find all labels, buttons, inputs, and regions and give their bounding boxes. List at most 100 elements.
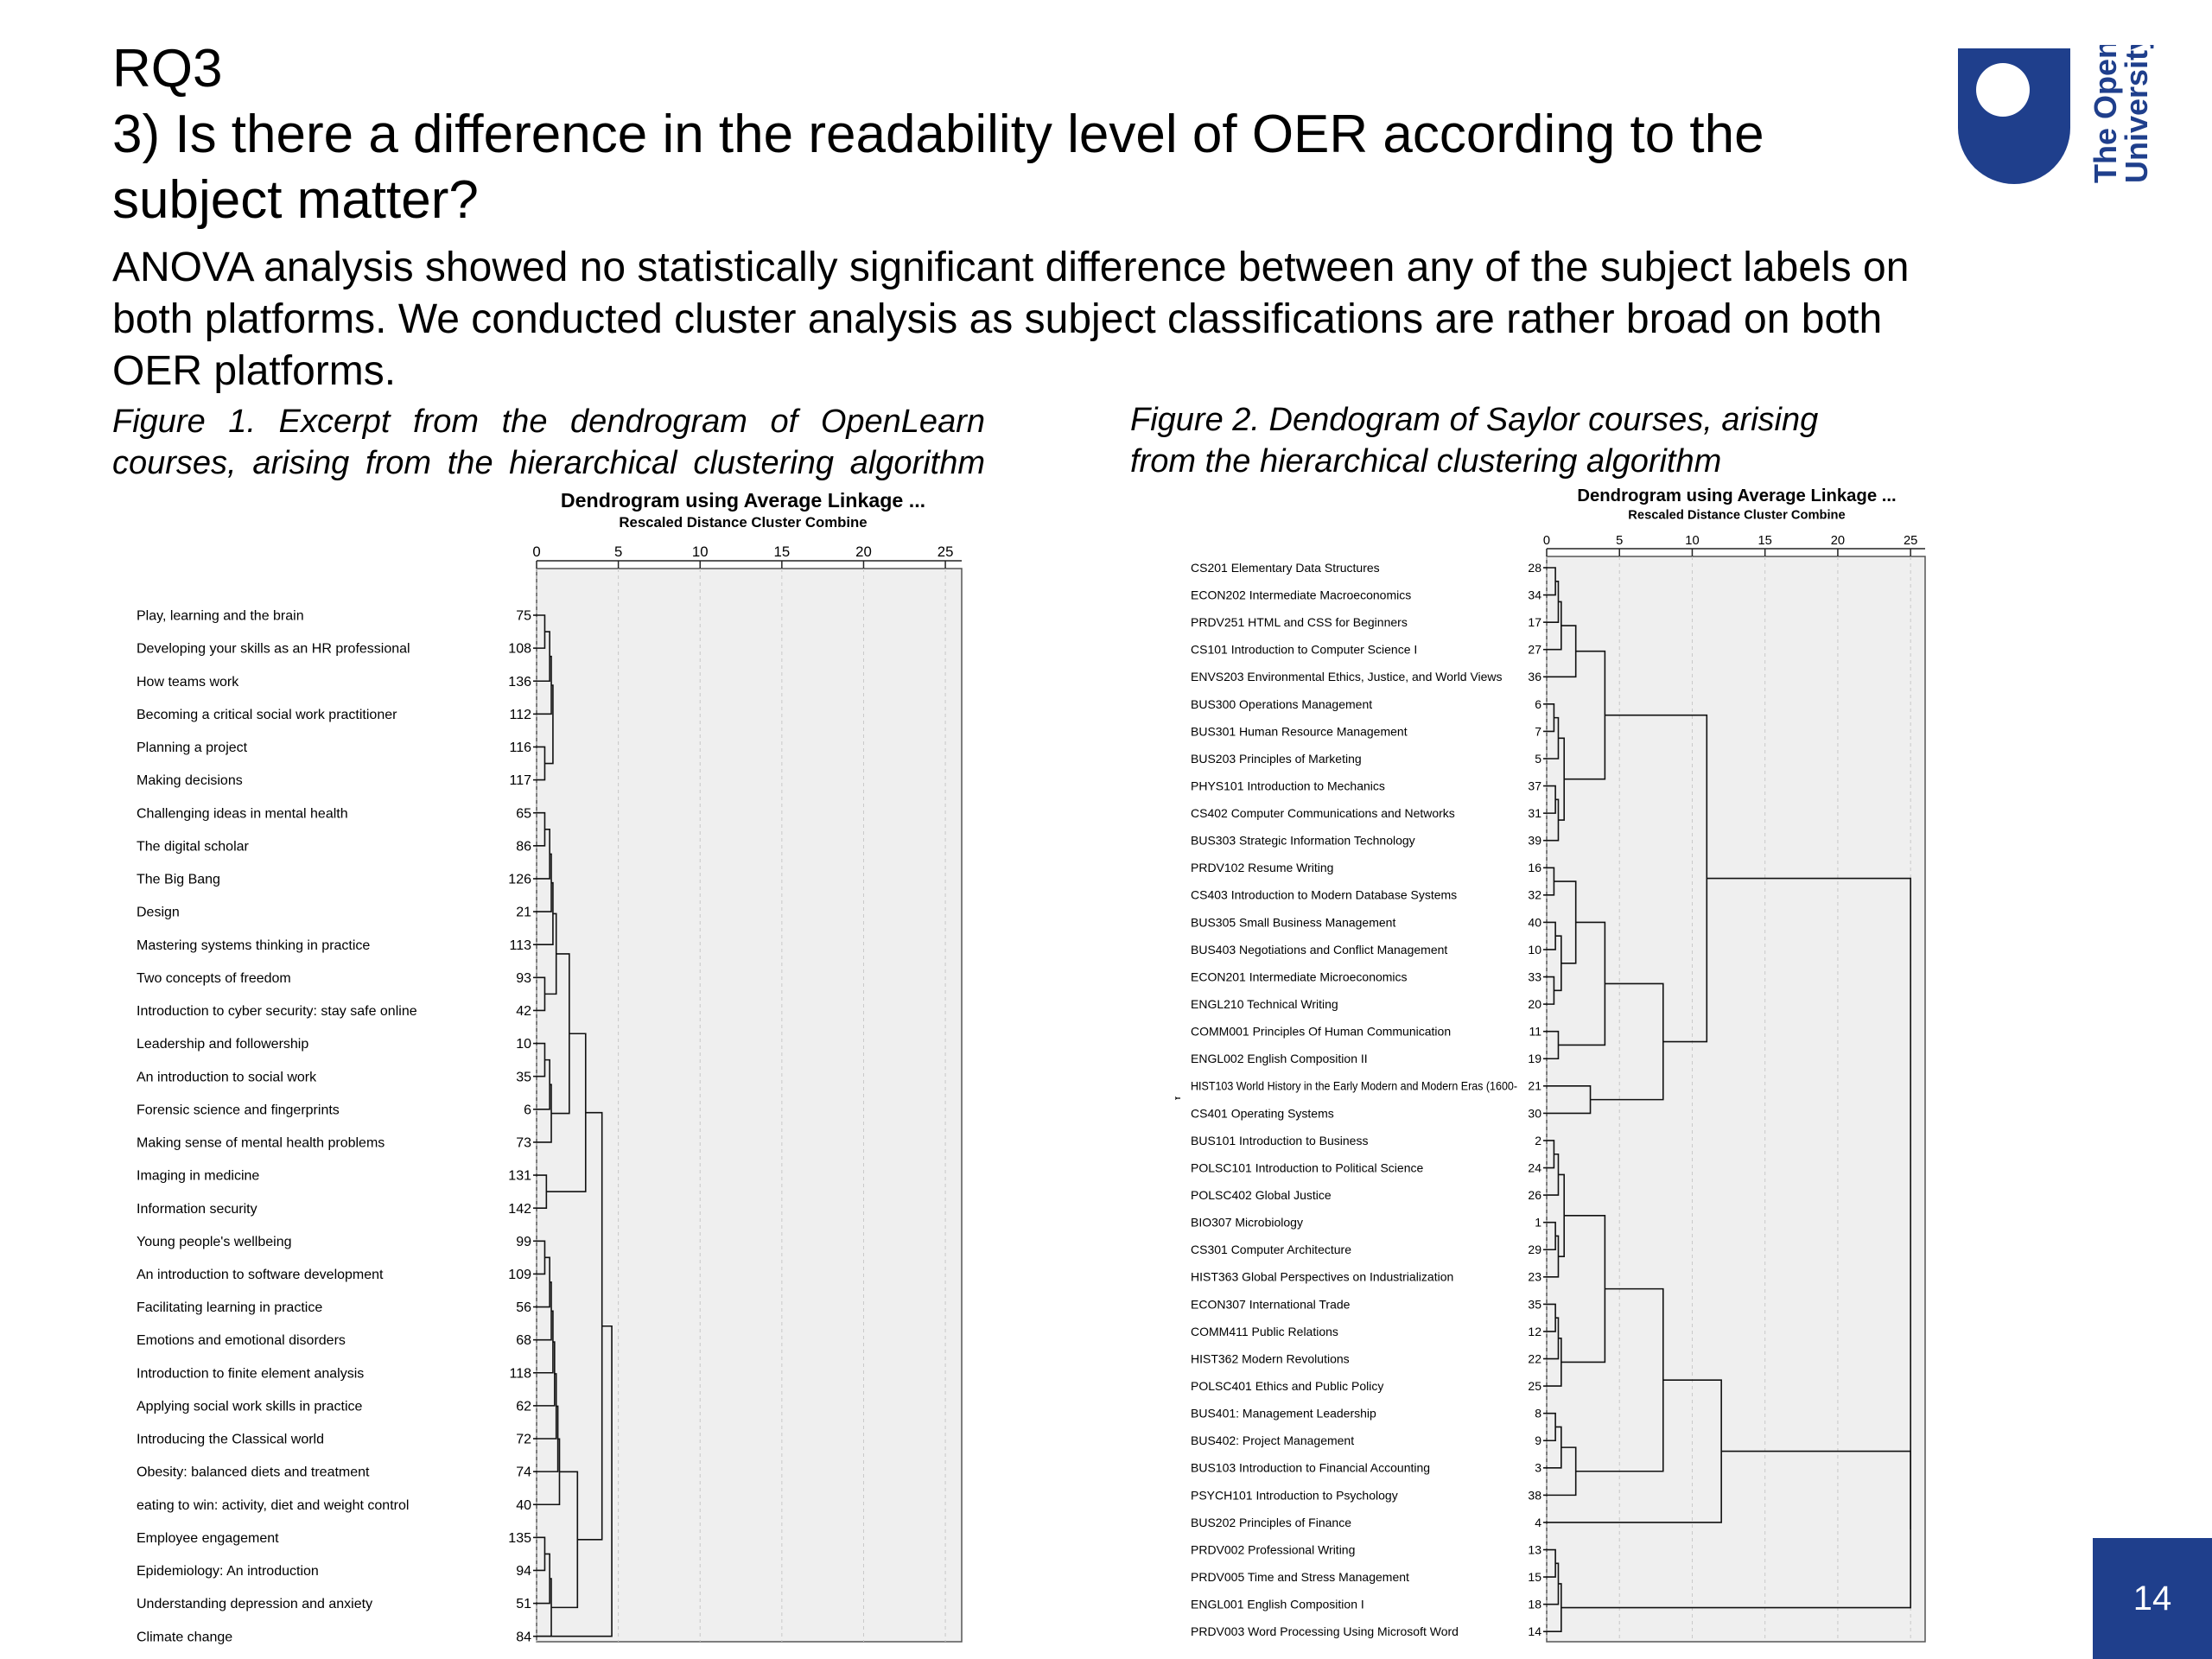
tick-label: 10	[1685, 534, 1699, 548]
leaf-label: Facilitating learning in practice	[137, 1300, 322, 1315]
dendrogram-leaf: An introduction to software development 1…	[137, 1268, 537, 1282]
plot-area	[536, 568, 963, 1643]
leaf-number: 17	[1528, 615, 1541, 629]
dendrogram-leaf: Mastering systems thinking in practice 11…	[137, 938, 537, 953]
dendrogram-link	[1547, 867, 1555, 896]
tick-label: 10	[692, 543, 709, 560]
title-line-1: RQ3	[112, 39, 223, 99]
dendrogram-leaf: BUS401: Management Leadership 8	[1191, 1407, 1547, 1421]
dendrogram-leaf: BUS300 Operations Management 6	[1191, 697, 1547, 711]
leaf-number: 136	[508, 675, 531, 690]
leaf-label: BIO307 Microbiology	[1191, 1216, 1303, 1230]
dendrogram-link	[537, 1058, 550, 1110]
dendrogram-leaf: CS401 Operating Systems 30	[1191, 1106, 1547, 1120]
dendrogram-axis-label: Rescaled Distance Cluster Combine	[619, 514, 867, 531]
leaf-label: COMM411 Public Relations	[1191, 1325, 1338, 1338]
page-number-badge: 14	[2093, 1538, 2212, 1659]
figure1-caption-line-a: Figure 1. Excerpt from the dendrogram of…	[112, 404, 985, 440]
leaf-number: 1	[1535, 1216, 1541, 1230]
leaf-label: CS402 Computer Communications and Networ…	[1191, 806, 1455, 820]
dendrogram-link	[537, 1438, 561, 1506]
dendrogram-leaf: Emotions and emotional disorders 68	[137, 1333, 537, 1348]
leaf-number: 113	[509, 938, 531, 953]
leaf-label: The digital scholar	[137, 839, 250, 854]
leaf-number: 39	[1528, 834, 1541, 848]
dendrogram-leaf: BUS202 Principles of Finance 4	[1191, 1516, 1547, 1529]
leaf-number: 21	[516, 906, 531, 920]
leaf-number: 13	[1528, 1542, 1541, 1556]
leaf-label: CS403 Introduction to Modern Database Sy…	[1191, 888, 1457, 902]
dendrogram-link	[537, 1405, 559, 1472]
dendrogram-link	[1547, 1446, 1577, 1497]
dendrogram-leaf: HIST362 Modern Revolutions 22	[1191, 1351, 1547, 1365]
dendrogram-link	[537, 631, 550, 683]
logo-text-line-2: University	[2119, 45, 2154, 183]
dendrogram-leaf: Employee engagement 135	[137, 1531, 537, 1546]
dendrogram-leaf: CS402 Computer Communications and Networ…	[1191, 806, 1547, 820]
leaf-number: 4	[1535, 1516, 1541, 1529]
leaf-number: 3	[1535, 1461, 1541, 1475]
dendrogram-leaf: An introduction to social work 35	[137, 1070, 537, 1084]
body-paragraph: ANOVA analysis showed no statistically s…	[112, 245, 1910, 394]
leaf-label: COMM001 Principles Of Human Communicatio…	[1191, 1025, 1451, 1039]
leaf-label: Developing your skills as an HR professi…	[137, 642, 410, 657]
dendrogram-leaf: ENGL002 English Composition II 19	[1191, 1052, 1547, 1065]
leaf-number: 30	[1528, 1106, 1541, 1120]
tick-label: 5	[614, 543, 622, 560]
dendrogram-leaf: Introduction to finite element analysis 1…	[137, 1366, 537, 1381]
dendrogram-leaf: PRDV102 Resume Writing 16	[1191, 861, 1547, 874]
leaf-number: 118	[509, 1366, 531, 1381]
leaf-number: 25	[1528, 1379, 1541, 1393]
leaf-label: Challenging ideas in mental health	[137, 806, 348, 821]
leaf-number: 31	[1528, 806, 1541, 820]
dendrogram-leaf: ECON307 International Trade 35	[1191, 1297, 1547, 1311]
leaf-label: Becoming a critical social work practiti…	[137, 708, 397, 722]
dendrogram-leaf: Challenging ideas in mental health 65	[137, 806, 537, 821]
page-number: 14	[2133, 1579, 2172, 1618]
dendrogram-link	[1554, 880, 1577, 964]
leaf-label: Making decisions	[137, 773, 243, 788]
figure1-caption-line-b: courses, arising from the hierarchical c…	[112, 445, 985, 481]
dendrogram-leaf: Introduction to cyber security: stay saf…	[137, 1004, 537, 1019]
leaf-number: 94	[516, 1564, 531, 1579]
dendrogram-link	[1560, 1450, 1911, 1609]
leaf-number: 73	[516, 1136, 531, 1151]
dendrogram-leaf: PRDV002 Professional Writing 13	[1191, 1542, 1547, 1556]
leaf-number: 72	[516, 1433, 531, 1447]
leaf-label: Understanding depression and anxiety	[137, 1597, 372, 1611]
leaf-number: 8	[1535, 1407, 1541, 1421]
open-university-logo: The Open University	[1958, 45, 2154, 184]
dendrogram-link	[1558, 1173, 1566, 1257]
leaf-number: 40	[1528, 915, 1541, 929]
leaf-number: 6	[1535, 697, 1541, 711]
dendrogram-leaf: Making decisions 117	[137, 773, 537, 788]
leaf-number: 14	[1528, 1624, 1541, 1638]
dendrogram-leaf: Epidemiology: An introduction 94	[137, 1564, 537, 1579]
leaf-number: 35	[1528, 1297, 1541, 1311]
leaf-label: POLSC401 Ethics and Public Policy	[1191, 1379, 1383, 1393]
leaf-label: BUS305 Small Business Management	[1191, 915, 1395, 929]
dendrogram-leaf: How teams work 136	[137, 675, 537, 690]
leaf-label: An introduction to software development	[137, 1268, 384, 1282]
leaf-label: PRDV005 Time and Stress Management	[1191, 1570, 1409, 1584]
leaf-label: ENGL001 English Composition I	[1191, 1598, 1364, 1611]
dendrogram-leaf: CS201 Elementary Data Structures 28	[1191, 561, 1547, 575]
leaf-number: 75	[516, 609, 531, 624]
leaf-number: 16	[1528, 861, 1541, 874]
dendrogram-link	[551, 953, 570, 1115]
dendrogram-link	[546, 1033, 587, 1192]
dendrogram-link	[1547, 1140, 1555, 1169]
leaf-label: CS201 Elementary Data Structures	[1191, 561, 1380, 575]
dendrogram-link	[1547, 1583, 1562, 1633]
leaf-label: Forensic science and fingerprints	[137, 1103, 340, 1117]
tick-label: 25	[1904, 534, 1917, 548]
dendrogram-link	[537, 1310, 554, 1374]
leaf-label: Play, learning and the brain	[137, 609, 304, 624]
dendrogram-leaf: Obesity: balanced diets and treatment 74	[137, 1465, 537, 1480]
dendrogram-leaf: BUS203 Principles of Marketing 5	[1191, 752, 1547, 766]
leaf-number: 21	[1528, 1079, 1541, 1093]
dendrogram-leaf: PRDV003 Word Processing Using Microsoft …	[1191, 1624, 1547, 1638]
leaf-number: 11	[1529, 1025, 1541, 1039]
leaf-label: ENVS203 Environmental Ethics, Justice, a…	[1191, 670, 1503, 683]
leaf-number: 18	[1528, 1598, 1541, 1611]
